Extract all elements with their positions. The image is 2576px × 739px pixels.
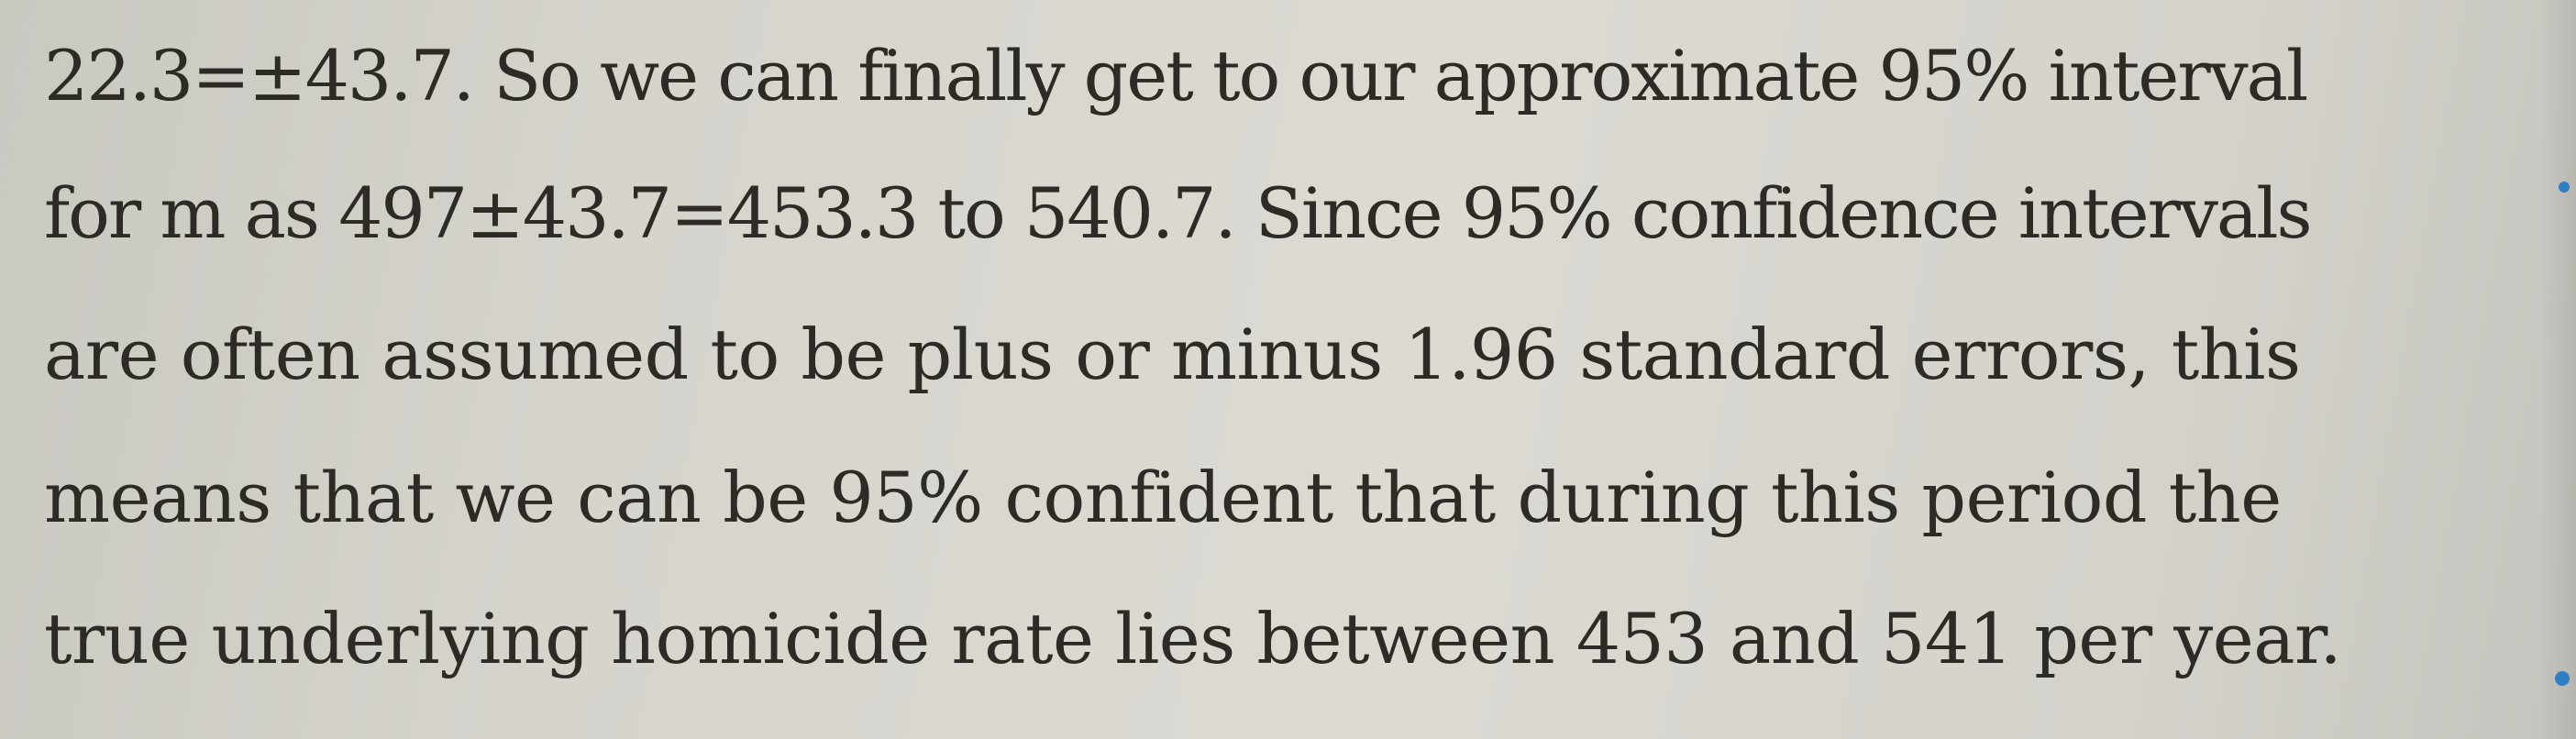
- text-line-4: means that we can be 95% confident that …: [44, 457, 2282, 538]
- text-line-2: for m as 497±43.7=453.3 to 540.7. Since …: [44, 172, 2313, 254]
- text-line-5: true underlying homicide rate lies betwe…: [44, 598, 2342, 679]
- blue-speck-mark: [2555, 671, 2570, 686]
- text-line-3: are often assumed to be plus or minus 1.…: [44, 314, 2301, 395]
- blue-speck-mark: [2559, 182, 2570, 193]
- text-line-1: 22.3=±43.7. So we can finally get to our…: [44, 35, 2308, 116]
- page-edge-shadow: [2539, 0, 2576, 739]
